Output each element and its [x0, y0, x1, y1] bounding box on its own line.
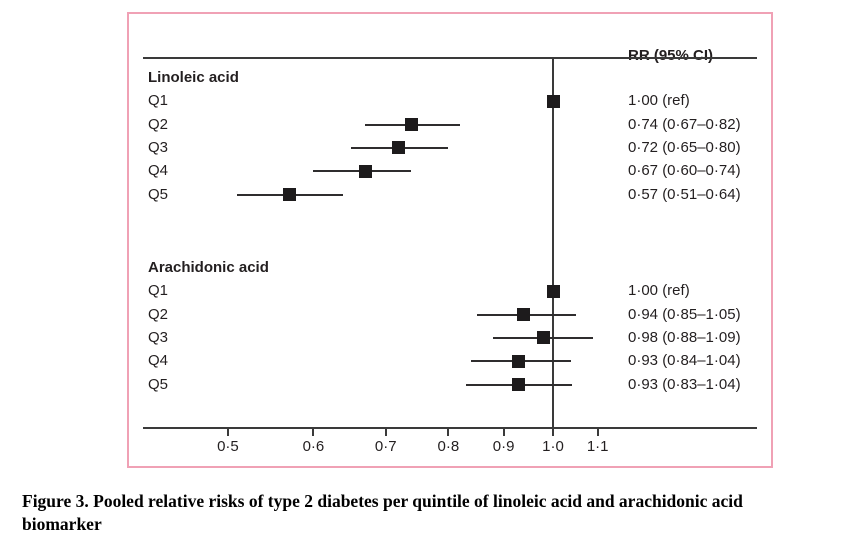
point-estimate-marker — [547, 95, 560, 108]
quintile-label: Q1 — [148, 92, 169, 109]
rr-ci-value: 0·98 (0·88–1·09) — [628, 329, 741, 346]
quintile-label: Q3 — [148, 329, 169, 346]
rr-column-header: RR (95% CI) — [628, 47, 714, 64]
x-axis-tick — [226, 429, 229, 436]
rr-ci-value: 0·57 (0·51–0·64) — [628, 186, 741, 203]
quintile-label: Q2 — [148, 116, 169, 133]
forest-plot-figure: RR (95% CI) 0·5 0·6 0·7 0·8 0·9 1·0 1·1 Linolei… — [127, 12, 773, 468]
x-axis-tick-label: 0·6 — [302, 438, 325, 455]
reference-line — [552, 59, 554, 436]
quintile-label: Q5 — [148, 186, 169, 203]
x-axis-tick — [596, 429, 599, 436]
point-estimate-marker — [392, 141, 405, 154]
x-axis-tick — [312, 429, 315, 436]
x-axis-tick-label: 1·1 — [586, 438, 609, 455]
group-label: Linoleic acid — [148, 69, 239, 86]
x-axis-tick-label: 0·9 — [492, 438, 515, 455]
rr-ci-value: 0·72 (0·65–0·80) — [628, 139, 741, 156]
x-axis-tick-label: 0·5 — [217, 438, 239, 455]
figure-caption-line2: biomarker — [22, 513, 102, 534]
point-estimate-marker — [512, 355, 525, 368]
x-axis-tick-label: 0·7 — [374, 438, 397, 455]
x-axis-line — [143, 427, 757, 429]
x-axis-tick-label: 1·0 — [542, 438, 564, 455]
point-estimate-marker — [405, 118, 418, 131]
quintile-label: Q4 — [148, 352, 169, 369]
quintile-label: Q4 — [148, 162, 169, 179]
rr-ci-value: 0·94 (0·85–1·05) — [628, 306, 741, 323]
x-axis-tick-label: 0·8 — [437, 438, 460, 455]
quintile-label: Q2 — [148, 306, 169, 323]
rr-ci-value: 0·93 (0·83–1·04) — [628, 376, 741, 393]
x-axis-tick — [552, 429, 554, 436]
x-axis-tick — [447, 429, 450, 436]
quintile-label: Q1 — [148, 282, 169, 299]
rr-ci-value: 0·67 (0·60–0·74) — [628, 162, 741, 179]
group-label: Arachidonic acid — [148, 259, 269, 276]
quintile-label: Q3 — [148, 139, 169, 156]
rr-ci-value: 1·00 (ref) — [628, 282, 690, 299]
point-estimate-marker — [547, 285, 560, 298]
rr-ci-value: 1·00 (ref) — [628, 92, 690, 109]
header-divider-line — [143, 57, 757, 59]
quintile-label: Q5 — [148, 376, 169, 393]
point-estimate-marker — [283, 188, 296, 201]
point-estimate-marker — [359, 165, 372, 178]
point-estimate-marker — [512, 378, 525, 391]
figure-caption: Figure 3. Pooled relative risks of type … — [22, 490, 858, 535]
point-estimate-marker — [537, 331, 550, 344]
rr-ci-value: 0·74 (0·67–0·82) — [628, 116, 741, 133]
figure-caption-line1: Figure 3. Pooled relative risks of type … — [22, 491, 743, 511]
x-axis-tick — [384, 429, 387, 436]
rr-ci-value: 0·93 (0·84–1·04) — [628, 352, 741, 369]
point-estimate-marker — [517, 308, 530, 321]
x-axis-tick — [502, 429, 505, 436]
